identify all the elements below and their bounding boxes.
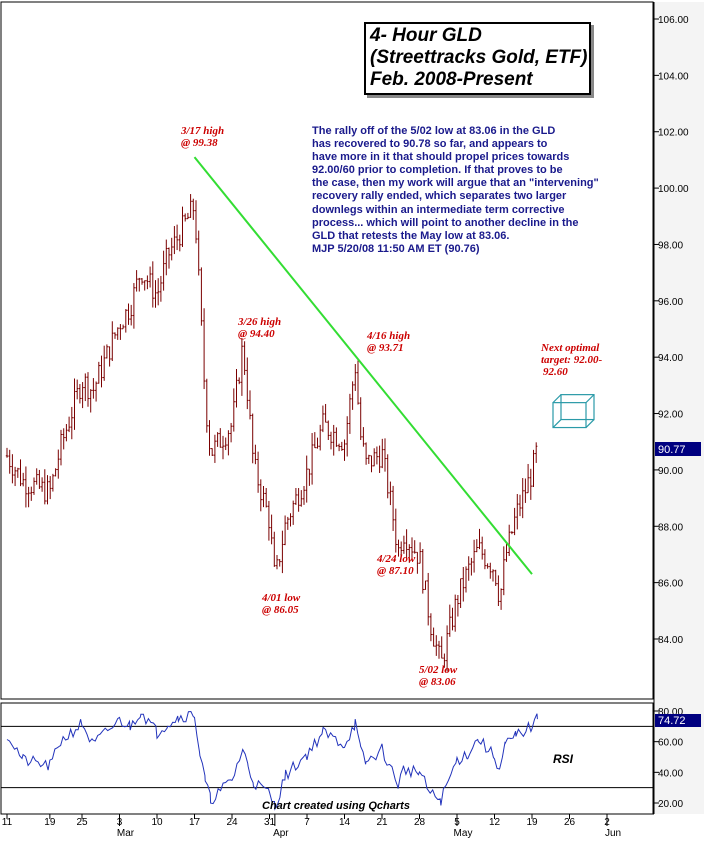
time-tick-label: 14 — [339, 817, 351, 828]
annotation-label: 5/02 low — [419, 664, 458, 676]
target-cube-edge — [585, 419, 595, 428]
time-tick-label: 7 — [304, 817, 310, 828]
price-tick-label: 100.00 — [658, 184, 689, 195]
month-label: May — [454, 828, 473, 839]
annotation-next-target: Next optimal target: 92.00- 92.60 — [541, 342, 602, 378]
price-tick-label: 104.00 — [658, 71, 689, 82]
annotation-value: @ 99.38 — [181, 137, 218, 149]
rsi-axis: 20.00 40.00 60.00 80.00 — [654, 707, 683, 810]
rsi-panel-frame — [0, 702, 654, 815]
price-tick-label: 84.00 — [658, 635, 683, 646]
annotation-value: 92.60 — [543, 366, 568, 378]
target-cube-front — [552, 402, 587, 429]
title-line-1: 4- Hour GLD — [370, 25, 482, 46]
title-line-3: Feb. 2008-Present — [370, 69, 533, 90]
last-price-label-bg — [655, 442, 701, 456]
annotation-424-low: 4/24 low @ 87.10 — [377, 553, 415, 577]
target-zone-cube — [552, 394, 595, 429]
price-bars — [5, 194, 538, 672]
time-tick-label: 17 — [189, 817, 201, 828]
time-tick-label: 28 — [414, 817, 426, 828]
annotation-502-low: 5/02 low @ 83.06 — [419, 664, 457, 688]
month-label: Mar — [117, 828, 135, 839]
annotation-401-low: 4/01 low @ 86.05 — [262, 592, 300, 616]
time-tick-label: 21 — [376, 817, 388, 828]
analyst-commentary: The rally off of the 5/02 low at 83.06 i… — [312, 125, 632, 256]
rsi-last-label: 74.72 — [658, 715, 686, 727]
annotation-label: target: 92.00- — [541, 354, 603, 366]
time-tick-label: 19 — [44, 817, 56, 828]
annotation-value: @ 86.05 — [262, 604, 299, 616]
annotation-label: 3/26 high — [238, 316, 282, 328]
price-axis: 84.00 86.00 88.00 90.00 92.00 94.00 96.00 98.00… — [654, 15, 689, 646]
time-tick-label: 10 — [151, 817, 163, 828]
commentary-line: have more in it that should propel price… — [312, 151, 570, 164]
last-price-label: 90.77 — [658, 444, 686, 456]
chart-title-box: 4- Hour GLD (Streettracks Gold, ETF) Feb… — [364, 22, 591, 95]
price-tick-label: 96.00 — [658, 297, 683, 308]
price-tick-label: 90.00 — [658, 466, 683, 477]
commentary-line: GLD that retests the May low at 83.06. — [312, 229, 510, 242]
price-tick-label: 102.00 — [658, 128, 689, 139]
chart-credit: Chart created using Qcharts — [262, 800, 410, 812]
commentary-signature: MJP 5/20/08 11:50 AM ET (90.76) — [312, 242, 480, 255]
rsi-tick-label: 20.00 — [658, 799, 683, 810]
rsi-line — [6, 710, 538, 811]
annotation-value: @ 94.40 — [238, 328, 275, 340]
time-tick-label: 31 — [264, 817, 276, 828]
month-label: Apr — [273, 828, 289, 839]
commentary-line: process... which will point to another d… — [312, 216, 579, 229]
time-tick-label: 12 — [489, 817, 501, 828]
time-tick-label: 11 — [2, 817, 13, 828]
price-tick-label: 92.00 — [658, 410, 683, 421]
rsi-tick-label: 60.00 — [658, 738, 683, 749]
rsi-last-label-bg — [655, 714, 701, 727]
annotation-label: 4/16 high — [367, 330, 411, 342]
commentary-line: downlegs within an intermediate term cor… — [312, 203, 565, 216]
annotation-label: 4/24 low — [377, 553, 416, 565]
commentary-line: recovery rally ended, which separates tw… — [312, 190, 567, 203]
commentary-line: The rally off of the 5/02 low at 83.06 i… — [312, 125, 556, 137]
time-tick-label: 24 — [226, 817, 238, 828]
annotation-label: Next optimal — [541, 342, 600, 354]
annotation-value: @ 83.06 — [419, 676, 456, 688]
downtrend-line — [193, 156, 533, 575]
time-axis: 111925310172431714212851219262MarAprMayJ… — [2, 814, 621, 839]
annotation-value: @ 93.71 — [367, 342, 404, 354]
rsi-tick-label: 40.00 — [658, 768, 683, 779]
title-line-2: (Streettracks Gold, ETF) — [370, 47, 588, 68]
month-label: Jun — [605, 828, 621, 839]
annotation-317-high: 3/17 high @ 99.38 — [181, 125, 224, 149]
price-tick-label: 94.00 — [658, 353, 683, 364]
rsi-reference-lines — [1, 725, 654, 789]
rsi-tick-label: 80.00 — [658, 707, 683, 718]
commentary-line: 92.00/60 prior to completion. If that pr… — [312, 164, 563, 177]
annotation-label: 4/01 low — [262, 592, 301, 604]
target-cube-back — [560, 394, 595, 421]
price-tick-label: 98.00 — [658, 240, 683, 251]
annotation-326-high: 3/26 high @ 94.40 — [238, 316, 281, 340]
target-cube-edge — [585, 394, 595, 404]
price-tick-label: 86.00 — [658, 579, 683, 590]
axis-background — [654, 2, 704, 814]
annotation-label: 3/17 high — [181, 125, 225, 137]
annotation-416-high: 4/16 high @ 93.71 — [367, 330, 410, 354]
time-tick-label: 19 — [526, 817, 538, 828]
target-cube-edge — [552, 419, 562, 428]
annotation-value: @ 87.10 — [377, 565, 414, 577]
rsi-label: RSI — [553, 752, 574, 766]
time-tick-label: 26 — [564, 817, 576, 828]
target-cube-edge — [552, 394, 562, 404]
price-tick-label: 88.00 — [658, 522, 683, 533]
commentary-line: has recovered to 90.78 so far, and appea… — [312, 138, 548, 151]
commentary-line: the case, then my work will argue that a… — [312, 177, 599, 190]
time-tick-label: 25 — [76, 817, 88, 828]
price-tick-label: 106.00 — [658, 15, 689, 26]
